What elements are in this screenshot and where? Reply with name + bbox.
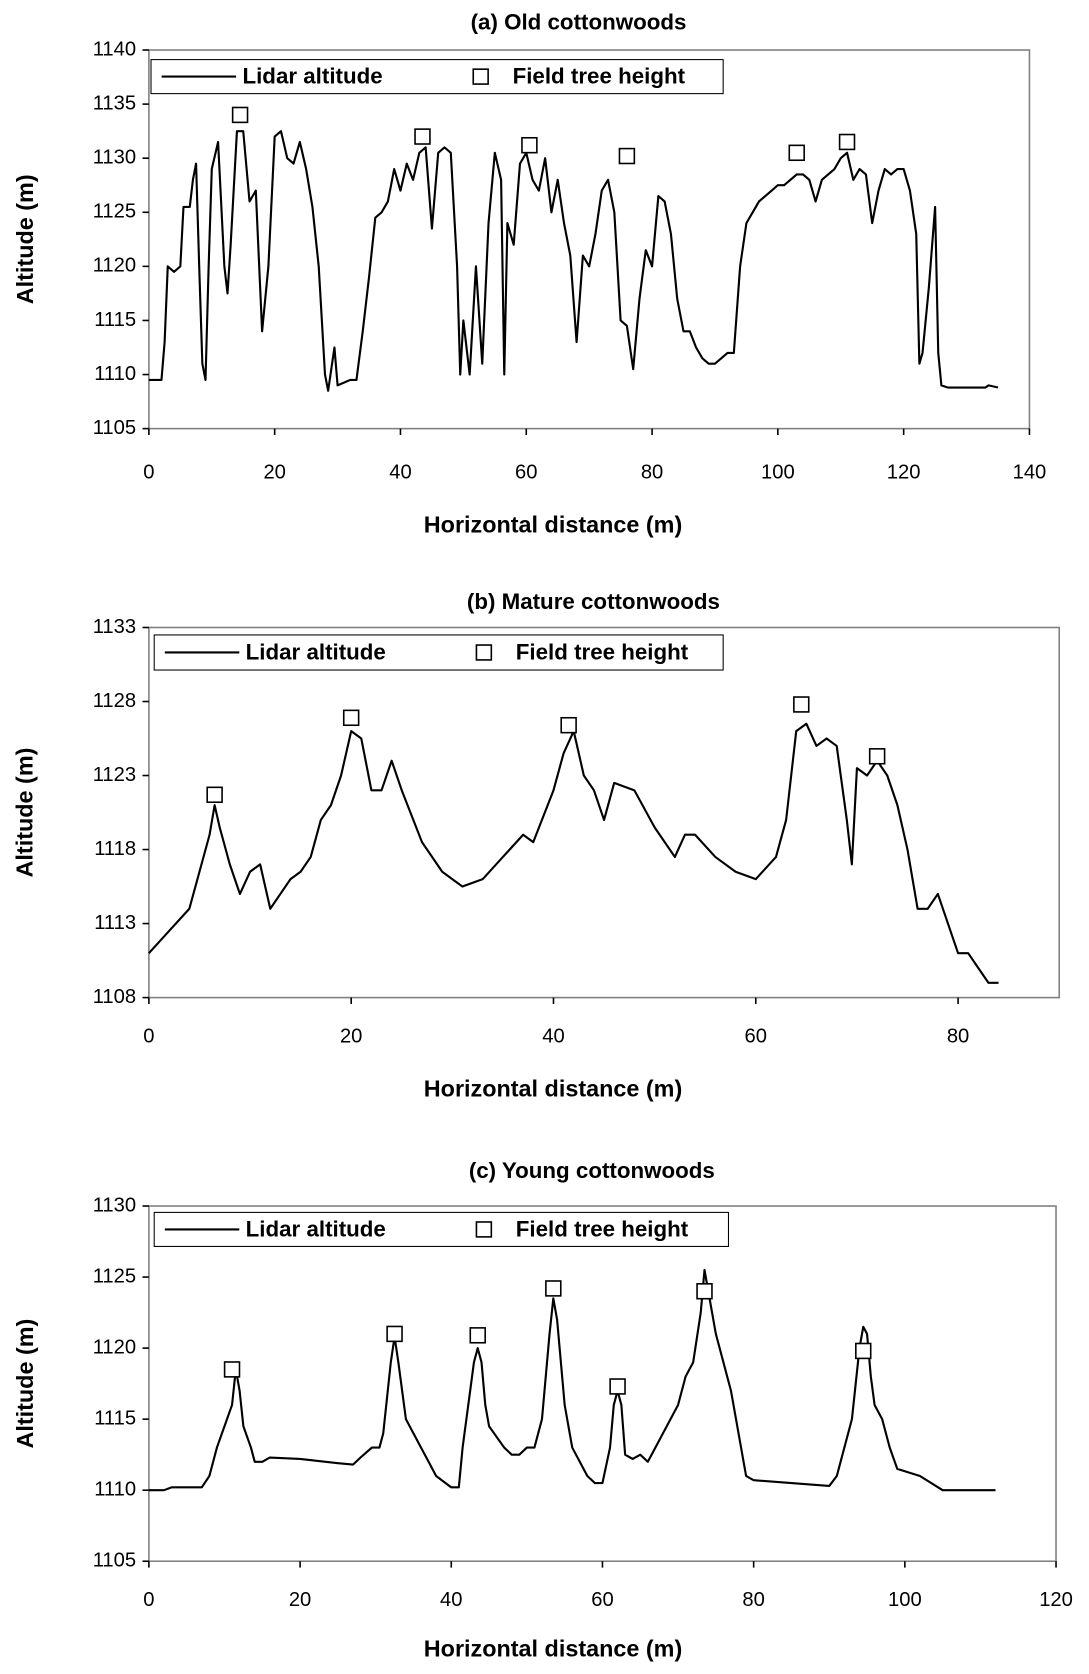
- y-tick-label: 1125: [93, 201, 136, 223]
- legend-box: [153, 1211, 730, 1247]
- x-tick-label: 0: [143, 462, 154, 484]
- y-tick-label: 1130: [93, 1194, 136, 1216]
- y-tick-label: 1120: [93, 255, 136, 277]
- y-tick-label: 1120: [93, 1336, 136, 1358]
- x-axis-title: Horizontal distance (m): [424, 1075, 682, 1101]
- x-tick-label: 120: [887, 462, 921, 484]
- field-marker: [206, 786, 223, 804]
- field-marker: [560, 716, 577, 734]
- lidar-line: [148, 722, 999, 984]
- y-tick-label: 1123: [93, 764, 136, 786]
- x-tick-label: 60: [745, 1025, 767, 1047]
- legend-marker: [475, 644, 493, 661]
- plot-frame: [148, 1205, 1057, 1563]
- legend-box: [150, 59, 724, 95]
- field-marker: [793, 696, 810, 713]
- field-marker: [545, 1280, 562, 1297]
- field-marker: [231, 106, 249, 124]
- legend-label: Field tree height: [516, 639, 689, 664]
- legend-marker: [472, 68, 489, 85]
- x-tick-label: 0: [143, 1589, 154, 1611]
- x-tick-label: 140: [1013, 462, 1047, 484]
- legend-label: Lidar altitude: [246, 639, 386, 664]
- y-tick-label: 1135: [93, 92, 136, 114]
- x-tick-label: 100: [888, 1589, 922, 1611]
- x-axis-title: Horizontal distance (m): [424, 1636, 682, 1662]
- y-tick-label: 1108: [93, 986, 136, 1008]
- x-tick-label: 40: [440, 1589, 462, 1611]
- chart-title: (a) Old cottonwoods: [471, 9, 687, 34]
- plot-frame: [148, 626, 1061, 999]
- x-tick-label: 20: [289, 1589, 311, 1611]
- x-tick-label: 80: [742, 1589, 764, 1611]
- field-marker: [696, 1283, 713, 1300]
- legend-label: Field tree height: [516, 1216, 689, 1241]
- field-marker: [855, 1342, 872, 1360]
- plot-frame: [148, 49, 1031, 430]
- legend-marker: [475, 1221, 493, 1238]
- field-marker: [788, 144, 805, 162]
- y-tick-label: 1125: [93, 1265, 136, 1287]
- x-tick-label: 40: [389, 462, 411, 484]
- x-tick-label: 120: [1039, 1589, 1073, 1611]
- field-marker: [618, 147, 636, 165]
- field-marker: [521, 136, 538, 154]
- field-marker: [414, 128, 431, 145]
- x-tick-label: 80: [641, 462, 663, 484]
- y-tick-label: 1113: [94, 912, 136, 934]
- x-tick-label: 80: [947, 1025, 969, 1047]
- x-tick-label: 100: [761, 462, 795, 484]
- legend-label: Lidar altitude: [242, 64, 382, 89]
- y-tick-label: 1118: [94, 838, 136, 860]
- y-tick-label: 1110: [94, 1479, 136, 1501]
- y-axis-title: Altitude (m): [12, 1319, 38, 1449]
- y-tick-label: 1115: [94, 1407, 136, 1429]
- field-marker: [469, 1327, 486, 1344]
- field-marker: [868, 748, 886, 765]
- x-tick-label: 40: [542, 1025, 564, 1047]
- lidar-line: [148, 1268, 996, 1492]
- legend-box: [153, 634, 724, 671]
- x-tick-label: 0: [143, 1025, 154, 1047]
- y-axis-title: Altitude (m): [12, 174, 38, 304]
- field-marker: [342, 709, 360, 727]
- y-tick-label: 1110: [94, 363, 136, 385]
- y-axis-title: Altitude (m): [12, 748, 38, 878]
- lidar-line: [148, 130, 999, 392]
- chart-title: (b) Mature cottonwoods: [467, 589, 720, 614]
- y-tick-label: 1128: [93, 690, 136, 712]
- y-tick-label: 1130: [93, 147, 136, 169]
- chart-title: (c) Young cottonwoods: [469, 1158, 715, 1183]
- x-axis-title: Horizontal distance (m): [424, 512, 682, 538]
- x-tick-label: 20: [340, 1025, 362, 1047]
- y-tick-label: 1133: [93, 616, 136, 638]
- field-marker: [223, 1361, 241, 1378]
- y-tick-label: 1105: [93, 1550, 136, 1572]
- field-marker: [609, 1378, 626, 1395]
- field-marker: [838, 133, 856, 151]
- y-tick-label: 1140: [93, 38, 136, 60]
- y-tick-label: 1105: [93, 417, 136, 439]
- x-tick-label: 60: [591, 1589, 613, 1611]
- x-tick-label: 20: [263, 462, 285, 484]
- field-marker: [386, 1325, 403, 1343]
- legend-label: Field tree height: [513, 64, 686, 89]
- x-tick-label: 60: [515, 462, 537, 484]
- y-tick-label: 1115: [94, 309, 136, 331]
- legend-label: Lidar altitude: [246, 1216, 386, 1241]
